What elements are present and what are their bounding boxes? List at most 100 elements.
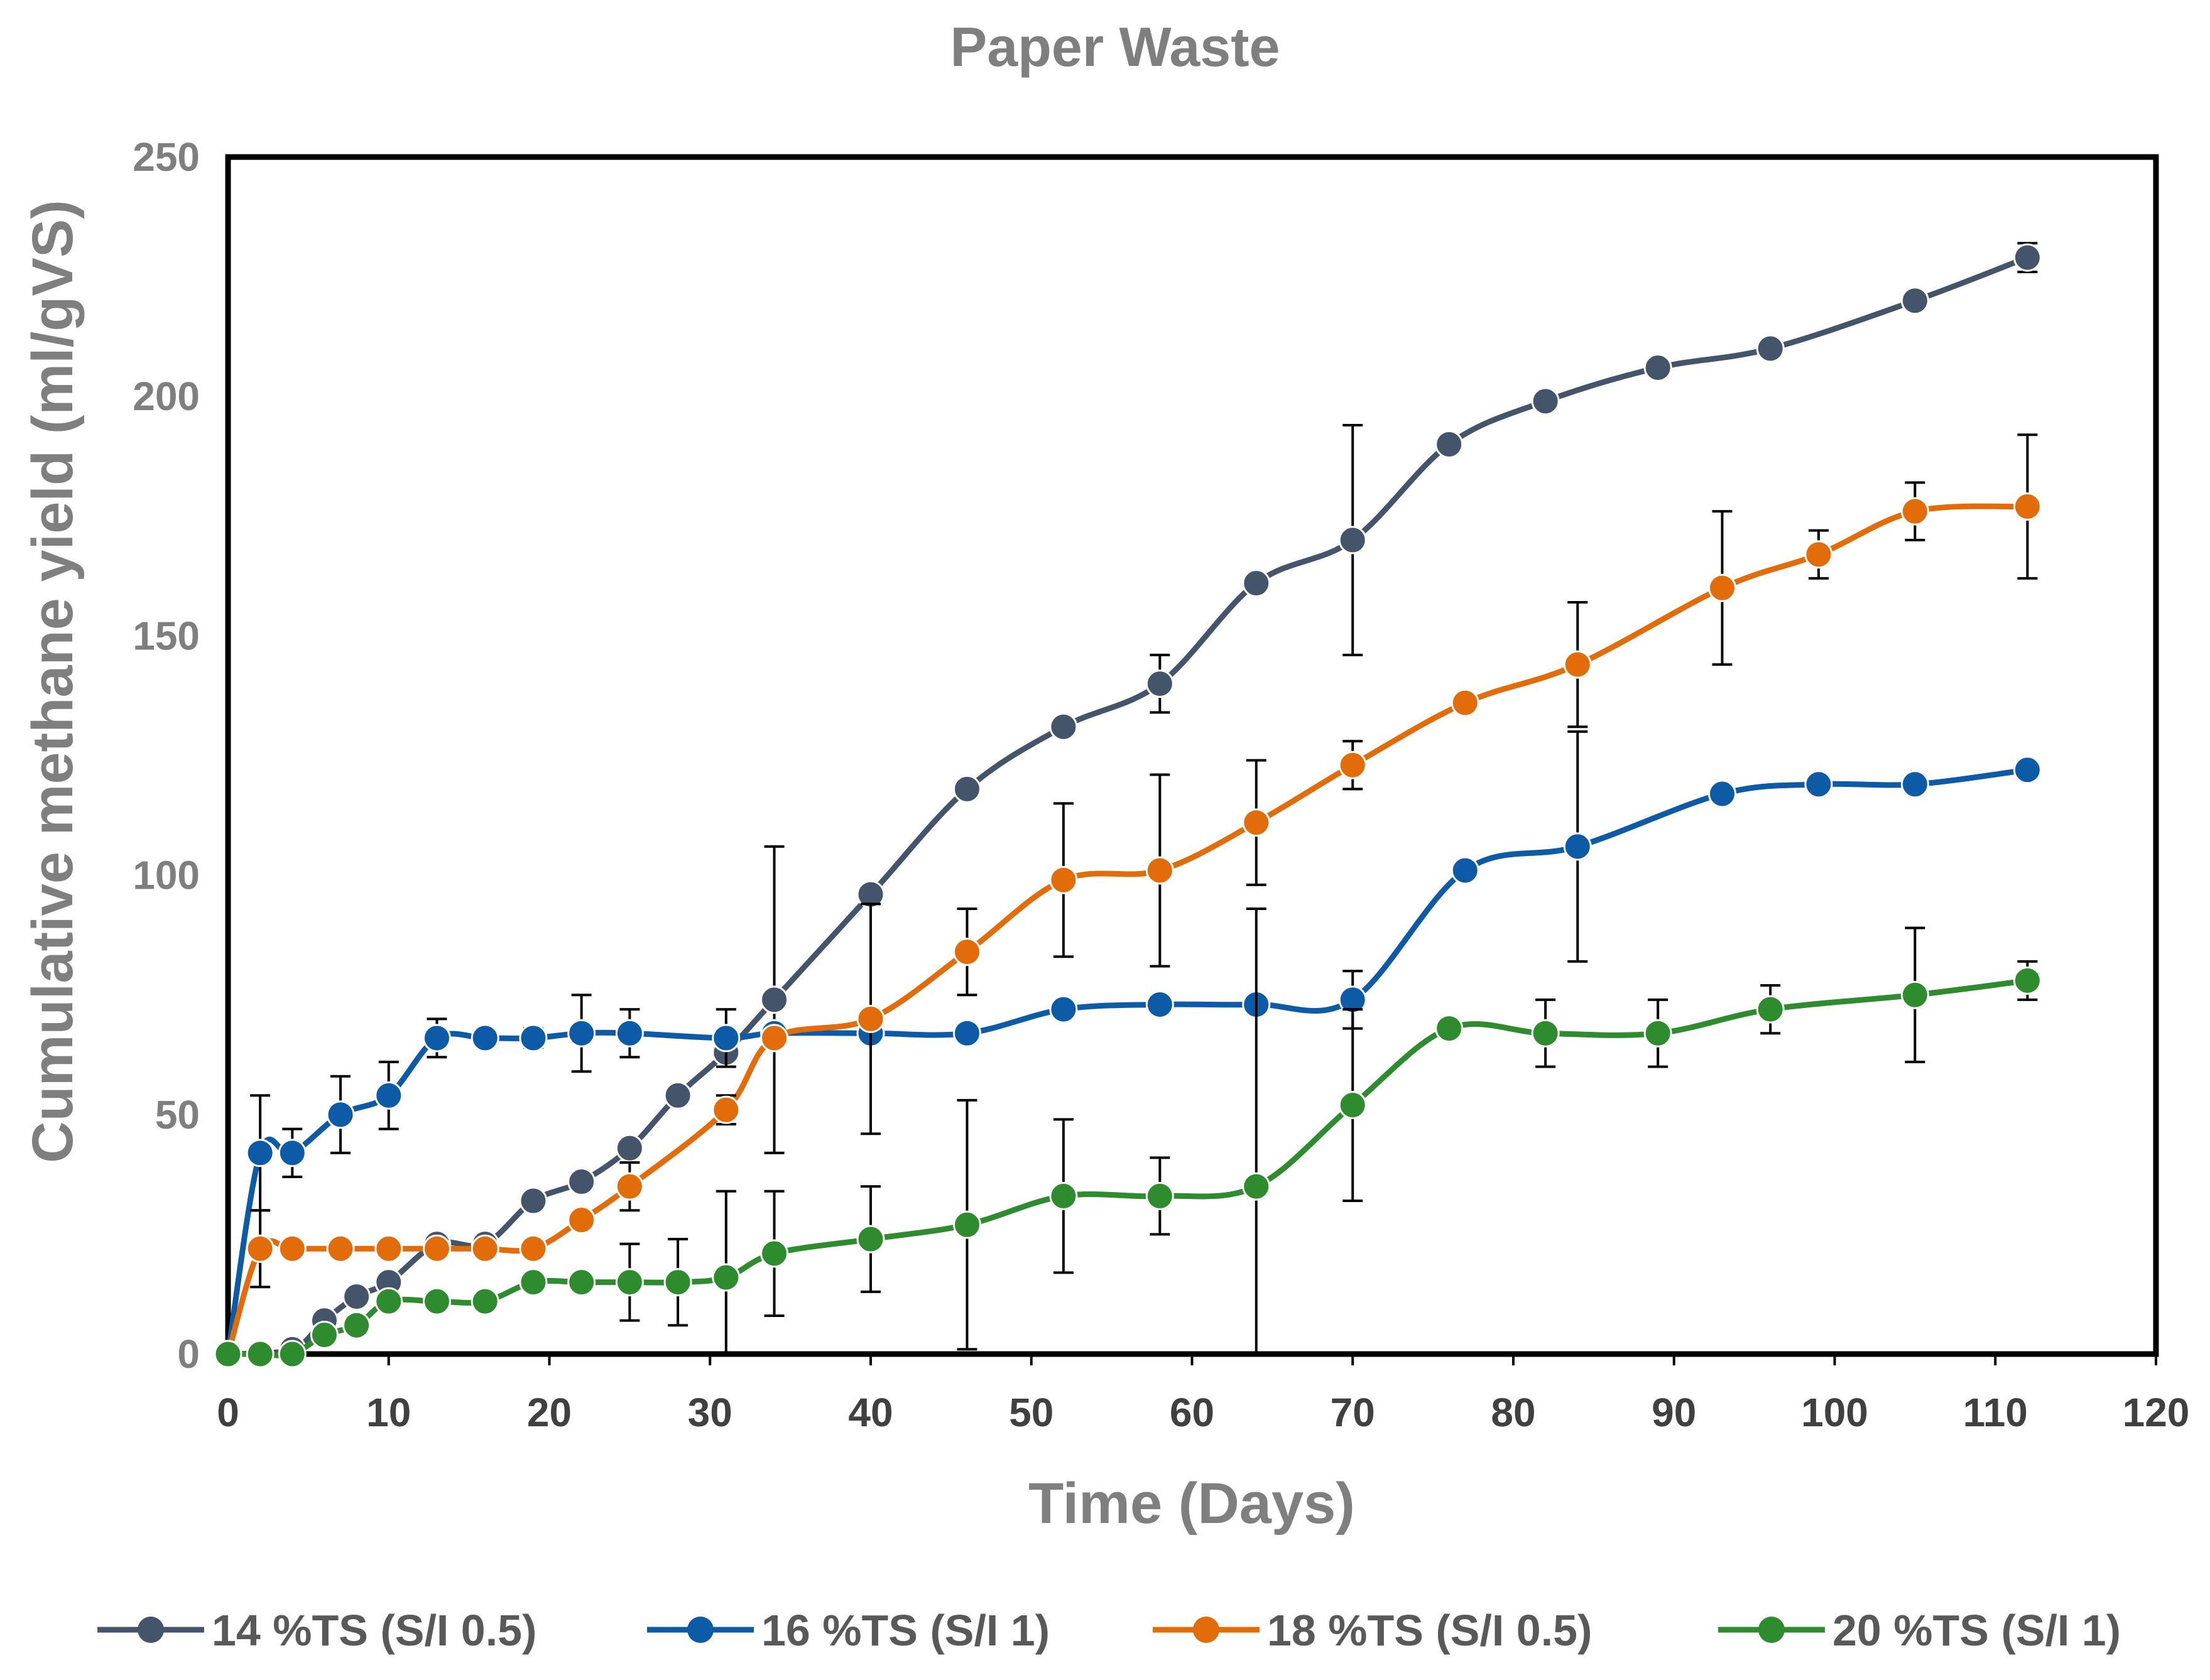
series-line: [225, 767, 2030, 1357]
data-point: [567, 1268, 596, 1297]
data-point: [519, 1268, 548, 1297]
legend-swatch-marker: [1758, 1617, 1785, 1643]
data-point: [856, 1004, 885, 1033]
data-point: [1049, 712, 1078, 741]
data-point: [1435, 430, 1464, 458]
data-point: [246, 1340, 275, 1368]
data-point: [952, 938, 981, 967]
legend: 14 %TS (S/I 0.5) 16 %TS (S/I 1) 18 %TS (S/…: [97, 1606, 2121, 1655]
series-line: [225, 977, 2030, 1358]
x-tick-label: 20: [527, 1390, 572, 1435]
x-tick-label: 100: [1801, 1390, 1868, 1435]
data-point: [1338, 1091, 1367, 1120]
data-point: [712, 1095, 741, 1124]
data-point: [952, 1019, 981, 1048]
data-point: [615, 1268, 644, 1297]
data-point: [1563, 650, 1592, 679]
data-point: [1707, 573, 1736, 602]
data-point: [310, 1321, 339, 1350]
legend-item-2: 16 %TS (S/I 1): [647, 1606, 1050, 1655]
data-point: [471, 1287, 499, 1316]
y-tick-label: 150: [133, 613, 200, 658]
data-point: [1435, 1014, 1464, 1043]
chart-title: Paper Waste: [950, 16, 1280, 78]
data-point: [615, 1019, 644, 1048]
data-point: [1049, 865, 1078, 894]
data-point: [1900, 770, 1929, 799]
y-tick-label: 0: [177, 1331, 200, 1377]
data-point: [519, 1234, 548, 1263]
x-tick-label: 40: [848, 1390, 893, 1435]
plot-frame: [225, 154, 2159, 1357]
data-point: [1145, 990, 1174, 1019]
data-point: [1242, 569, 1271, 598]
data-point: [422, 1234, 451, 1263]
data-point: [1643, 353, 1672, 382]
data-point: [1049, 1181, 1078, 1210]
x-tick-label: 110: [1963, 1390, 2028, 1435]
y-axis-title: Cumulative methane yield (ml/gVS): [21, 200, 85, 1163]
data-point: [760, 1239, 789, 1268]
data-point: [2013, 243, 2042, 272]
data-point: [1531, 1019, 1560, 1048]
data-point: [1531, 387, 1560, 416]
data-point: [342, 1282, 371, 1311]
series-line: [225, 254, 2030, 1357]
data-point: [214, 1340, 242, 1368]
data-point: [567, 1206, 596, 1235]
x-tick-label: 30: [688, 1390, 732, 1435]
data-point: [519, 1024, 548, 1053]
data-point: [712, 1263, 741, 1292]
data-point: [1451, 688, 1479, 717]
data-point: [422, 1024, 451, 1053]
data-point: [1242, 808, 1271, 837]
x-tick-label: 120: [2123, 1390, 2190, 1435]
data-point: [1900, 286, 1929, 315]
data-point: [1563, 832, 1592, 861]
legend-item-1: 14 %TS (S/I 0.5): [97, 1606, 536, 1655]
data-point: [615, 1134, 644, 1162]
data-point: [1338, 751, 1367, 779]
data-point: [471, 1024, 499, 1053]
data-point: [278, 1139, 307, 1168]
data-point: [374, 1081, 403, 1110]
legend-label: 18 %TS (S/I 0.5): [1267, 1606, 1592, 1655]
series-2: [214, 730, 2042, 1368]
data-point: [471, 1234, 499, 1263]
plot-area: 0 50 100 150 200 250 0 10 20 30 40 50 60 70 80 90 100 110…: [133, 134, 2189, 1435]
data-point: [1756, 995, 1785, 1024]
legend-item-4: 20 %TS (S/I 1): [1718, 1606, 2121, 1655]
data-point: [246, 1139, 275, 1168]
x-tick-label: 10: [366, 1390, 411, 1435]
y-tick-label: 200: [133, 374, 200, 419]
legend-label: 14 %TS (S/I 0.5): [212, 1606, 536, 1655]
data-point: [1900, 980, 1929, 1009]
data-point: [342, 1311, 371, 1340]
data-point: [1242, 1172, 1271, 1201]
data-point: [1707, 779, 1736, 808]
x-tick-label: 70: [1331, 1390, 1375, 1435]
legend-label: 20 %TS (S/I 1): [1832, 1606, 2121, 1655]
data-point: [374, 1234, 403, 1263]
data-point: [326, 1234, 355, 1263]
data-point: [1049, 995, 1078, 1024]
x-tick-label: 60: [1170, 1390, 1214, 1435]
data-point: [1804, 540, 1833, 569]
series-3: [214, 433, 2042, 1368]
legend-swatch-marker: [138, 1617, 164, 1643]
y-tick-label: 100: [133, 853, 200, 898]
legend-item-3: 18 %TS (S/I 0.5): [1153, 1606, 1592, 1655]
y-tick-label: 250: [133, 134, 200, 180]
data-point: [422, 1287, 451, 1316]
data-point: [374, 1287, 403, 1316]
data-point: [1338, 526, 1367, 555]
data-point: [1145, 1181, 1174, 1210]
legend-label: 16 %TS (S/I 1): [761, 1606, 1050, 1655]
data-point: [567, 1019, 596, 1048]
data-point: [760, 985, 789, 1014]
data-point: [567, 1168, 596, 1196]
data-point: [760, 1024, 789, 1053]
data-point: [1643, 1019, 1672, 1048]
